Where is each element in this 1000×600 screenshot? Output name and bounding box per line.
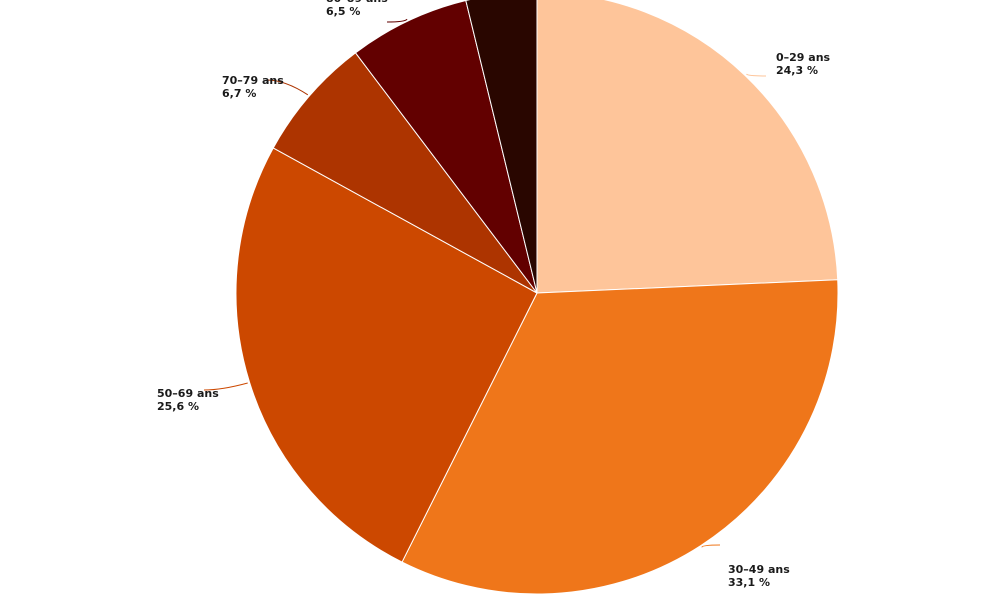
pie-slice-80-89-ans [354, 0, 538, 294]
slice-label-30-49-ans: 30–49 ans [728, 563, 790, 576]
slice-label-70-79-ans: 70–79 ans [222, 74, 284, 87]
slice-value-label-30-49-ans: 33,1 % [728, 576, 770, 589]
leader-lines [203, 18, 767, 548]
pie-slices [235, 0, 839, 595]
slice-value-label-50-69-ans: 25,6 % [157, 400, 199, 413]
leader-line-70-79-ans [266, 79, 309, 96]
leader-line-0-29-ans [746, 73, 767, 77]
leader-line-50-69-ans [203, 382, 248, 391]
slice-label-0-29-ans: 0–29 ans [776, 51, 831, 64]
pie-slice-0-29-ans [536, 0, 839, 294]
slice-value-label-0-29-ans: 24,3 % [776, 64, 818, 77]
pie-slice-30-49-ans [401, 279, 839, 595]
pie-slice-70-79-ans [272, 52, 538, 294]
leader-line-80-89-ans [386, 18, 408, 23]
slice-value-label-80-89-ans: 6,5 % [326, 5, 360, 18]
slice-label-80-89-ans: 80–89 ans [326, 0, 388, 5]
leader-line-30-49-ans [701, 544, 721, 548]
slice-label-50-69-ans: 50–69 ans [157, 387, 219, 400]
slice-value-label-70-79-ans: 6,7 % [222, 87, 256, 100]
pie-slice-unlabeled-5 [465, 0, 538, 294]
pie-slice-50-69-ans [235, 147, 538, 563]
